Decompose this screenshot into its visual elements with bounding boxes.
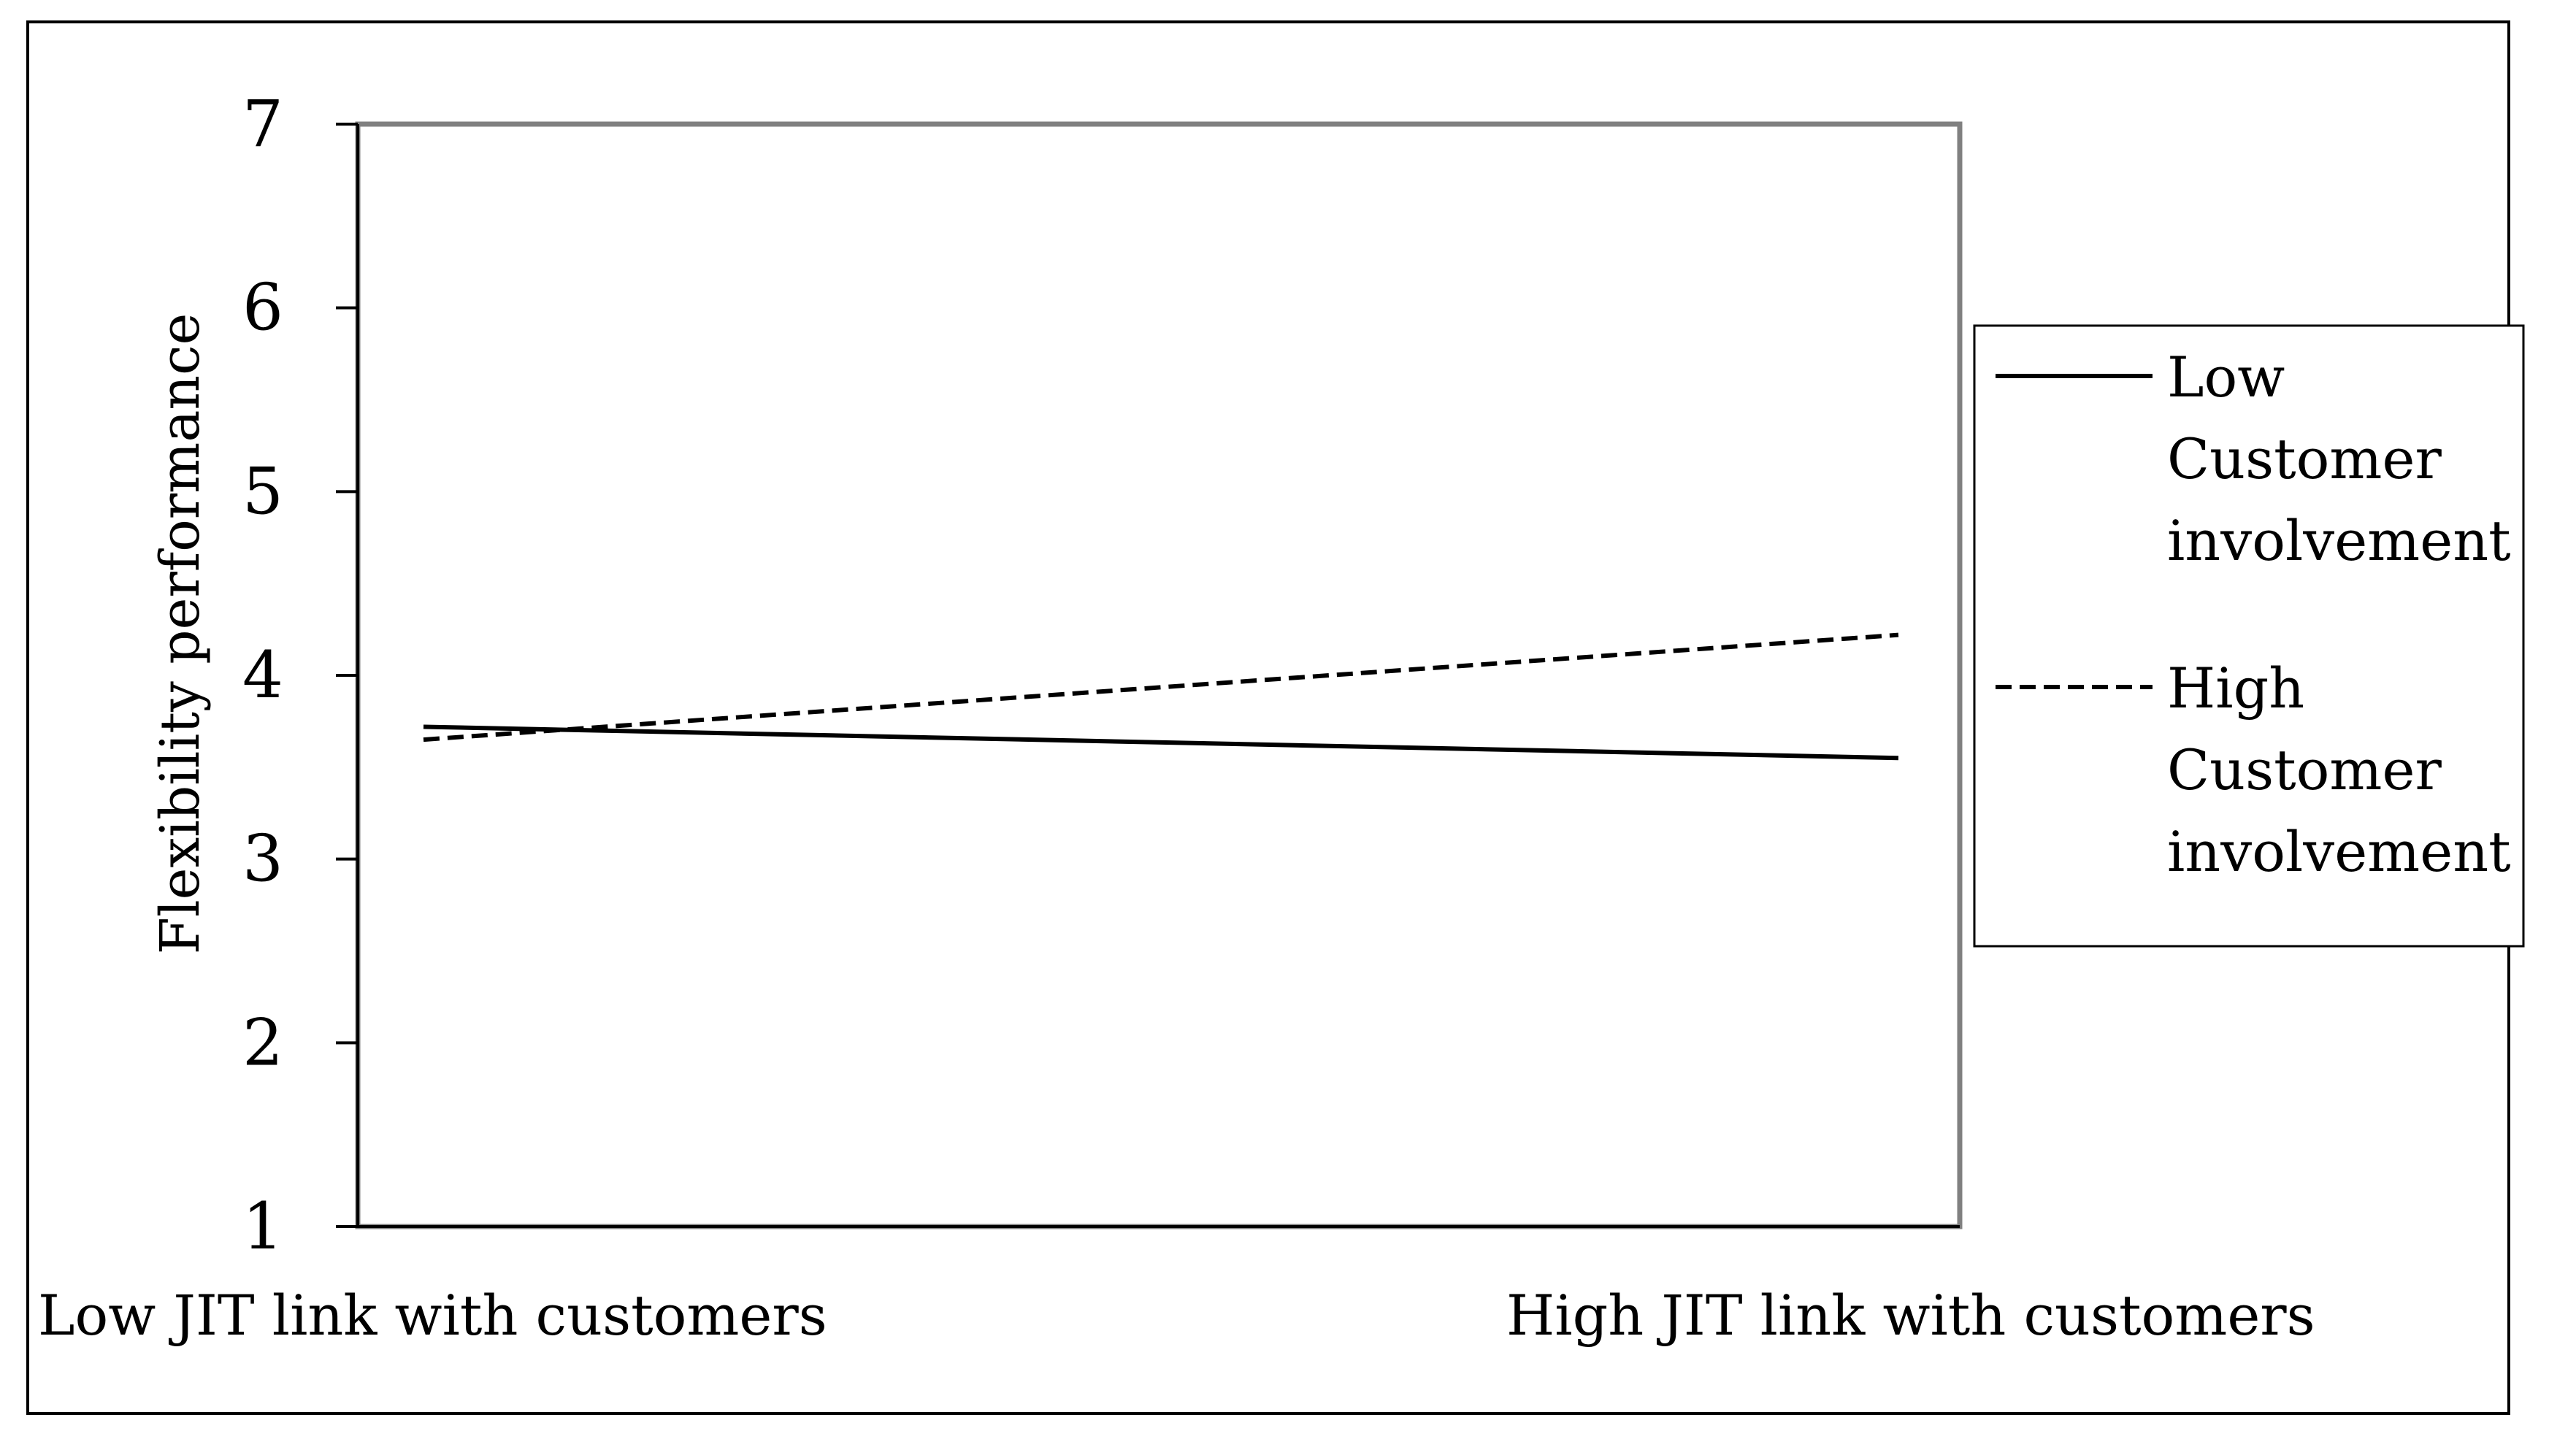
y-tick-label: 1 [242,1189,283,1264]
legend-label: Customer [2167,426,2442,491]
series-line-dashed [423,632,1899,742]
y-tick-label: 5 [242,453,283,529]
y-tick-label: 2 [242,1005,283,1080]
legend-label: involvement [2167,819,2511,884]
y-tick-label: 3 [242,821,283,897]
series-lines [423,632,1899,761]
x-category-label: Low JIT link with customers [38,1283,827,1348]
x-category-label: High JIT link with customers [1506,1283,2315,1348]
legend-box [1973,324,2525,948]
x-category-labels: Low JIT link with customers High JIT link… [38,1283,2315,1348]
series-line-solid [423,724,1899,761]
y-tick-label: 6 [242,270,283,345]
y-axis-label: Flexibility performance [149,313,212,955]
legend-label: High [2167,656,2304,721]
legend-items: Low Customer involvement High Customer involv… [1996,345,2511,884]
legend-label: Low [2167,345,2285,410]
legend: Low Customer involvement High Customer involv… [1973,324,2525,948]
legend-label: involvement [2167,508,2511,573]
y-tick-label: 7 [242,86,283,161]
y-ticks: 1 2 3 4 5 6 7 [242,86,358,1264]
y-tick-label: 4 [242,637,283,713]
legend-label: Customer [2167,737,2442,802]
